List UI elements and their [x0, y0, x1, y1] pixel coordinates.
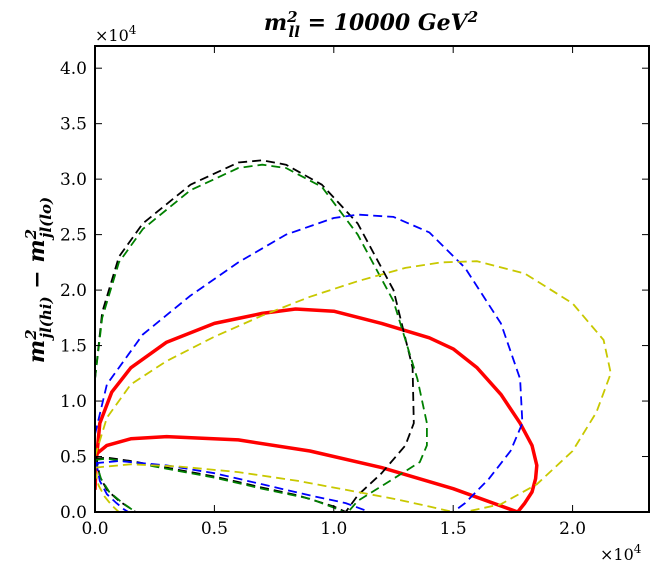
series-line-8	[95, 469, 120, 512]
y-tick-label: 4.0	[60, 59, 87, 79]
chart-title: m2 ll = 10000 GeV2	[264, 8, 478, 41]
x-tick-label: 1.5	[440, 519, 467, 539]
series-line-7	[95, 461, 129, 512]
series-line-10	[95, 457, 344, 512]
svg-text:m2jl(hi) − m2jl(lo): m2jl(hi) − m2jl(lo)	[22, 197, 55, 363]
y-tick-label: 0.0	[60, 503, 87, 523]
y-tick-label: 1.0	[60, 392, 87, 412]
series-line-6	[95, 458, 137, 512]
series-layer	[95, 159, 612, 512]
y-tick-label: 2.5	[60, 226, 87, 246]
y-tick-label: 3.5	[60, 115, 87, 135]
ticks-layer: 0.0 0.5 1.0 1.5 2.0 0.0 0.5 1.0 1.5 2.0 2.5 3.0 3.5 4…	[60, 46, 649, 539]
x-tick-label: 0.0	[81, 519, 108, 539]
y-tick-label: 3.0	[60, 170, 87, 190]
y-tick-label: 1.5	[60, 337, 87, 357]
series-line-2	[95, 163, 428, 512]
x-tick-label: 2.0	[559, 519, 586, 539]
series-line-3	[95, 213, 524, 512]
series-line-0	[95, 307, 539, 512]
series-line-4	[95, 260, 612, 512]
x-tick-label: 1.0	[320, 519, 347, 539]
x-tick-label: 0.5	[201, 519, 228, 539]
x-axis-multiplier: ×104	[600, 542, 642, 564]
y-tick-label: 0.5	[60, 448, 87, 468]
y-axis-multiplier: ×104	[95, 23, 137, 45]
y-axis-label: m2jl(hi) − m2jl(lo)	[22, 197, 55, 363]
plot-frame	[94, 45, 650, 513]
y-tick-label: 2.0	[60, 281, 87, 301]
series-line-1	[95, 159, 415, 512]
series-line-11	[95, 460, 370, 512]
series-line-12	[95, 463, 454, 512]
